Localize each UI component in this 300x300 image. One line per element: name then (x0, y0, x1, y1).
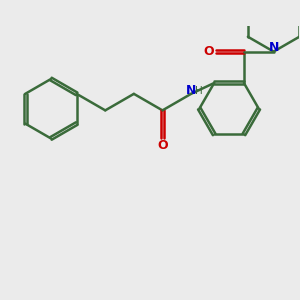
Text: N: N (186, 84, 196, 97)
Text: N: N (268, 41, 279, 54)
Text: O: O (157, 139, 168, 152)
Text: H: H (195, 85, 203, 96)
Text: O: O (203, 45, 214, 58)
